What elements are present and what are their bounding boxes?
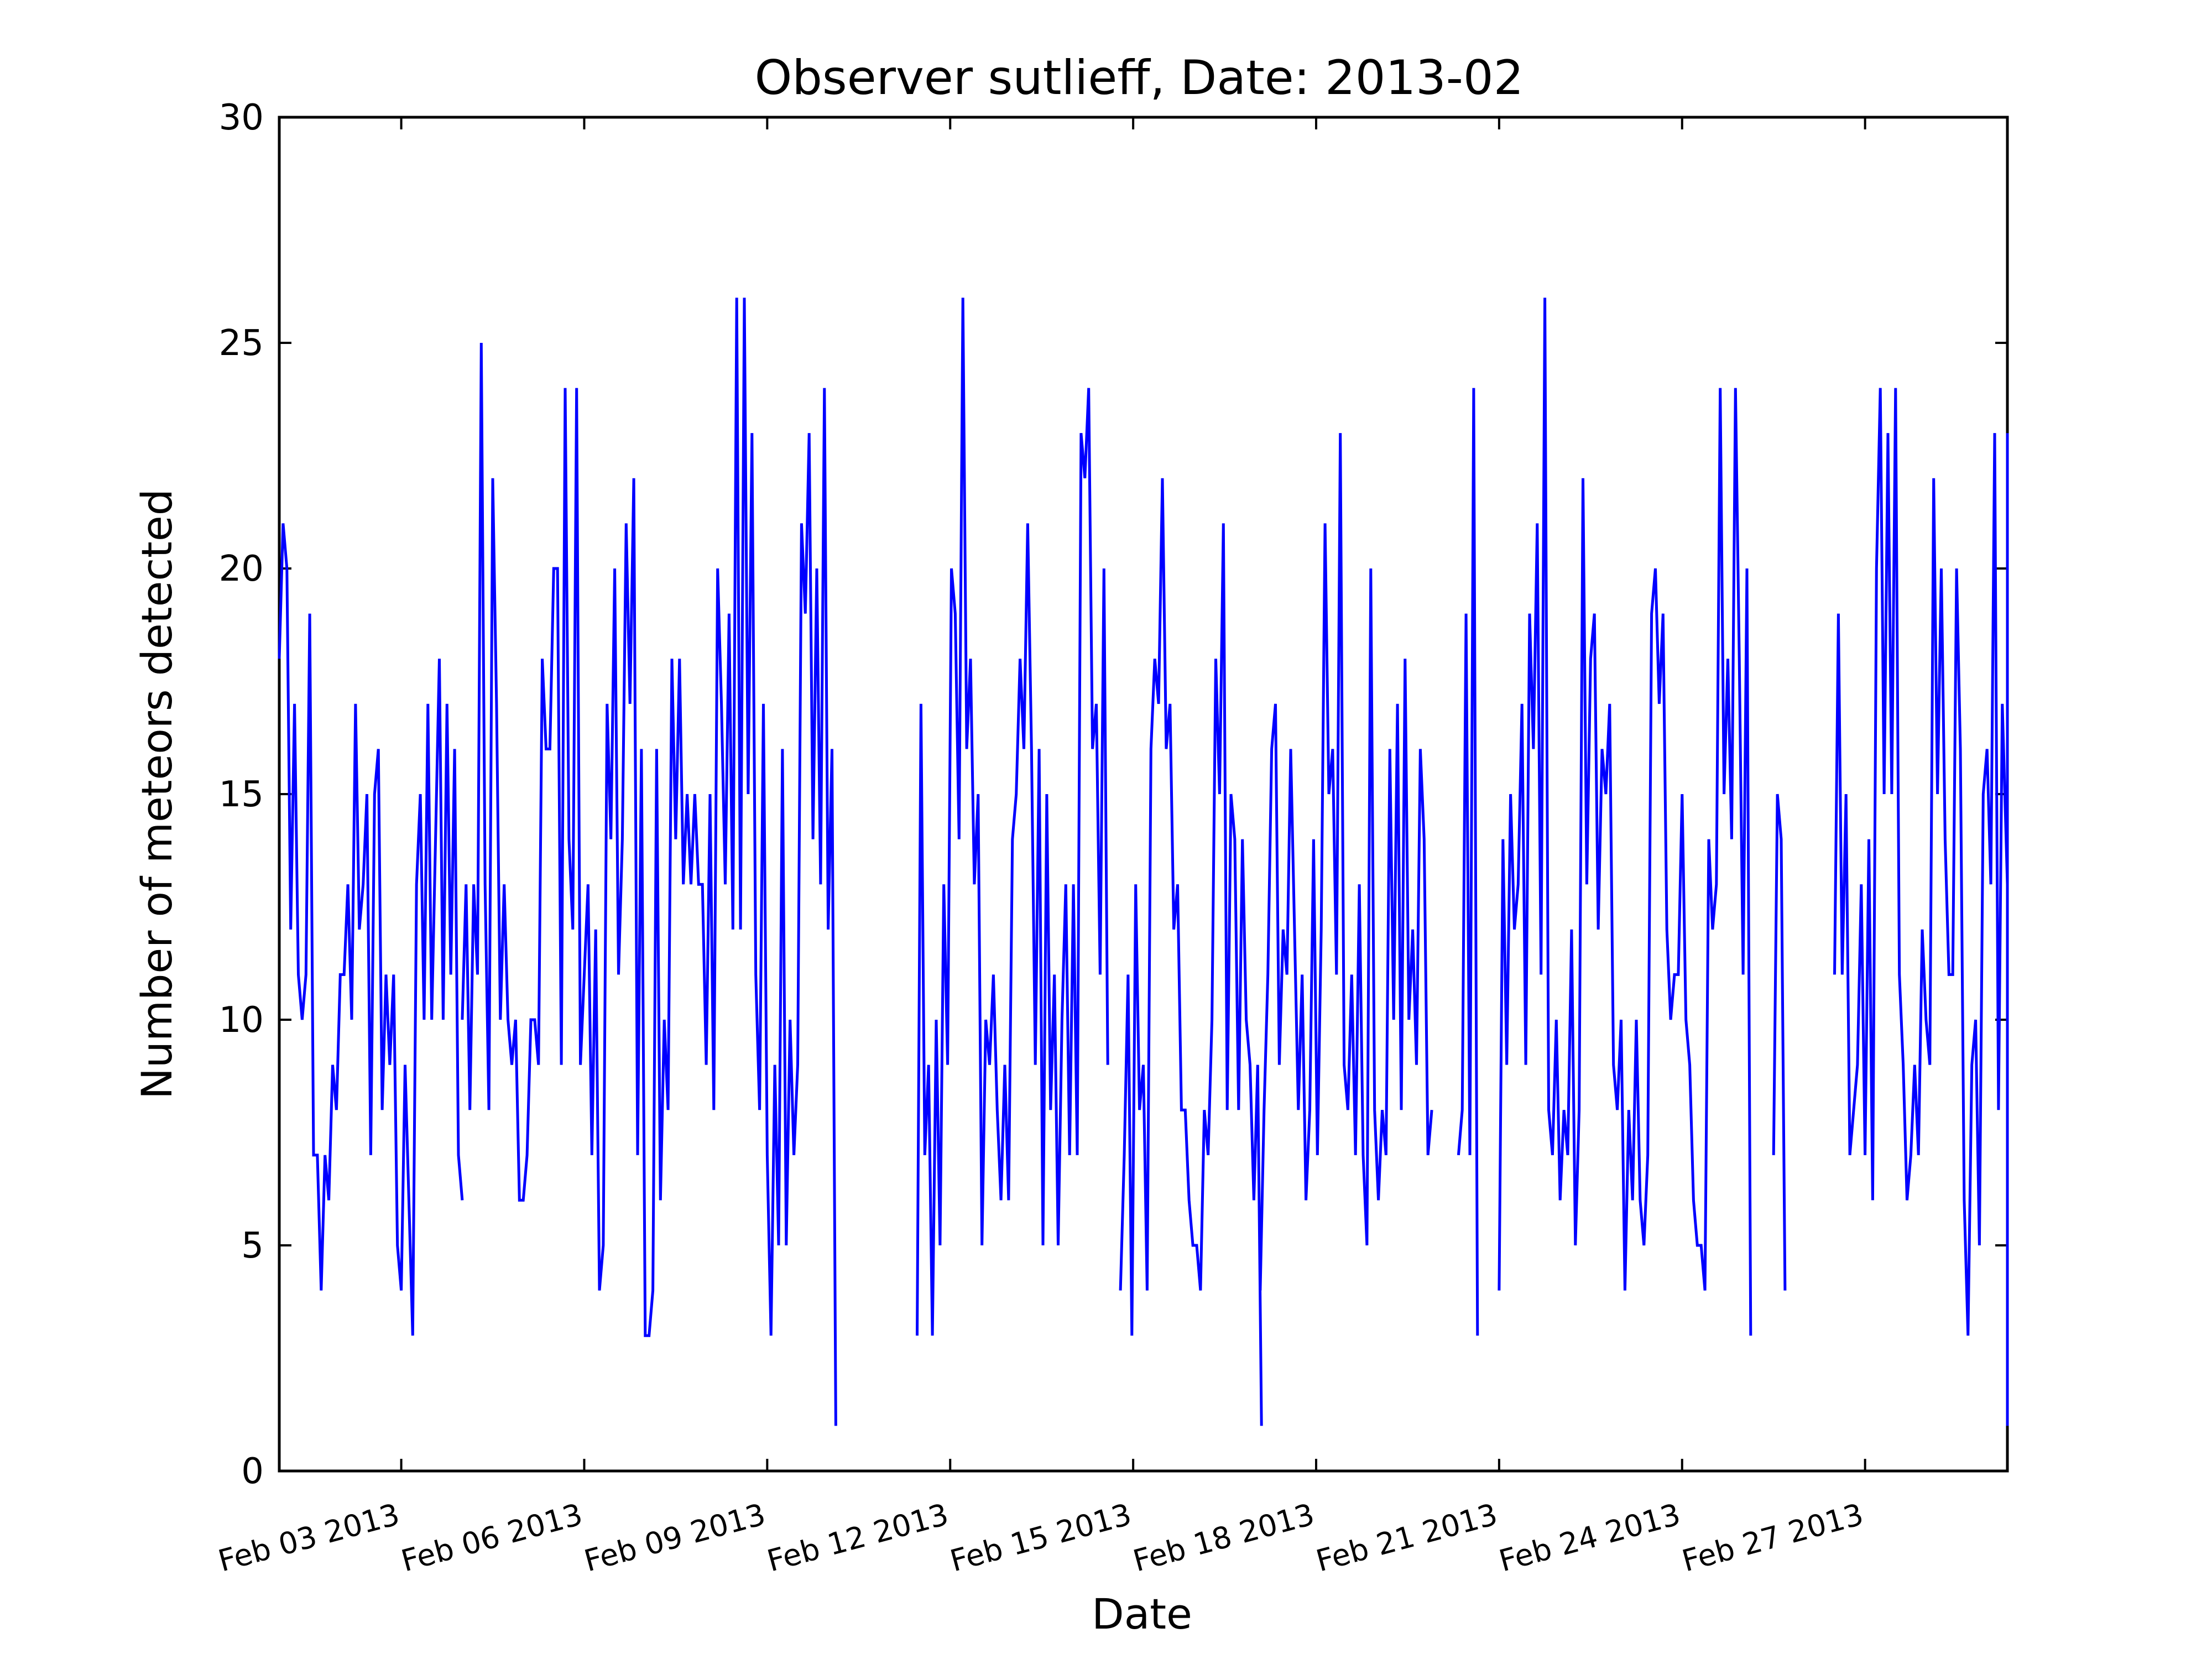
y-tick-label: 10 [219,1000,264,1041]
series-line-segment [1259,433,1433,1291]
series-lines [278,298,2009,1426]
series-line-segment [1498,298,1752,1336]
y-tick-label: 30 [219,97,264,138]
y-tick-label: 20 [219,549,264,589]
y-axis-ticks: 0 5 10 15 20 25 30 [219,97,2007,1492]
series-line-segment [1457,388,1479,1336]
chart-title: Observer sutlieff, Date: 2013-02 [755,50,1524,106]
y-tick-label: 15 [219,774,264,815]
series-line-segment [1119,478,1263,1426]
y-axis-label: Number of meteors detected [132,489,181,1099]
x-axis-label: Date [1092,1589,1192,1639]
series-line-segment [278,523,464,1336]
series-line-segment [1833,388,2009,1426]
y-tick-label: 0 [241,1451,264,1492]
series-line-segment [1772,794,1787,1291]
series-line-segment [461,298,837,1426]
y-tick-label: 5 [241,1225,264,1266]
series-line-segment [916,298,1109,1336]
y-tick-label: 25 [219,323,264,364]
